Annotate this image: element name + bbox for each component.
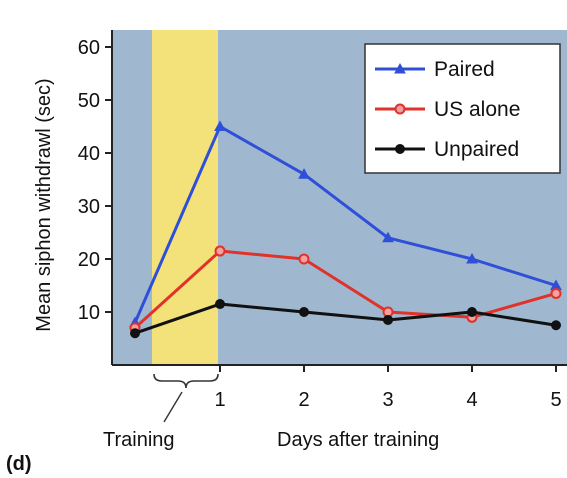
training-label: Training [103, 429, 175, 451]
series-line-paired [133, 125, 557, 324]
y-tick-label: 50 [78, 90, 100, 112]
x-tick-label: 1 [214, 389, 225, 411]
y-tick-label: 30 [78, 196, 100, 218]
legend-item-us-alone: US alone [375, 98, 520, 121]
training-bracket [153, 373, 219, 389]
y-tick-label: 20 [78, 249, 100, 271]
legend-item-paired: Paired [375, 58, 495, 81]
data-point-us-alone [550, 287, 562, 299]
y-axis-title: Mean siphon withdrawl (sec) [33, 78, 55, 331]
x-tick-label: 4 [466, 389, 477, 411]
x-axis-title: Days after training [277, 429, 439, 451]
panel-label: (d) [6, 453, 32, 475]
data-point-us-alone [298, 253, 310, 265]
series-paired [129, 120, 562, 328]
y-ticks: 10 20 30 40 50 60 [78, 37, 112, 324]
legend-items: Paired US alone Unpaired [375, 58, 520, 161]
data-point-paired [298, 168, 310, 179]
series-layer [129, 120, 562, 339]
y-tick-label: 60 [78, 37, 100, 59]
y-tick-label: 40 [78, 143, 100, 165]
x-tick-label: 2 [298, 389, 309, 411]
data-point-unpaired [299, 307, 309, 317]
y-tick-label: 10 [78, 302, 100, 324]
data-point-unpaired [551, 320, 561, 331]
data-point-unpaired [467, 307, 477, 317]
legend-label-paired: Paired [434, 58, 495, 81]
legend-marker-paired [394, 62, 406, 74]
data-point-unpaired [130, 328, 140, 339]
data-point-paired [382, 231, 394, 243]
series-unpaired [130, 299, 561, 339]
x-tick-label: 5 [550, 389, 561, 411]
data-point-unpaired [383, 314, 393, 325]
data-point-paired [466, 252, 478, 264]
legend-label-us-alone: US alone [434, 98, 520, 121]
legend: Paired US alone Unpaired [364, 43, 561, 174]
data-point-unpaired [215, 299, 225, 310]
data-point-paired [214, 120, 226, 131]
legend-item-unpaired: Unpaired [375, 138, 519, 161]
series-line-unpaired [134, 302, 557, 335]
training-pointer [163, 391, 183, 423]
x-tick-label: 3 [382, 389, 393, 411]
data-point-us-alone [214, 245, 226, 257]
legend-marker-unpaired [395, 144, 405, 154]
x-ticks: 1 2 3 4 5 [214, 365, 562, 411]
legend-marker-us-alone [394, 103, 406, 115]
legend-label-unpaired: Unpaired [434, 138, 519, 161]
